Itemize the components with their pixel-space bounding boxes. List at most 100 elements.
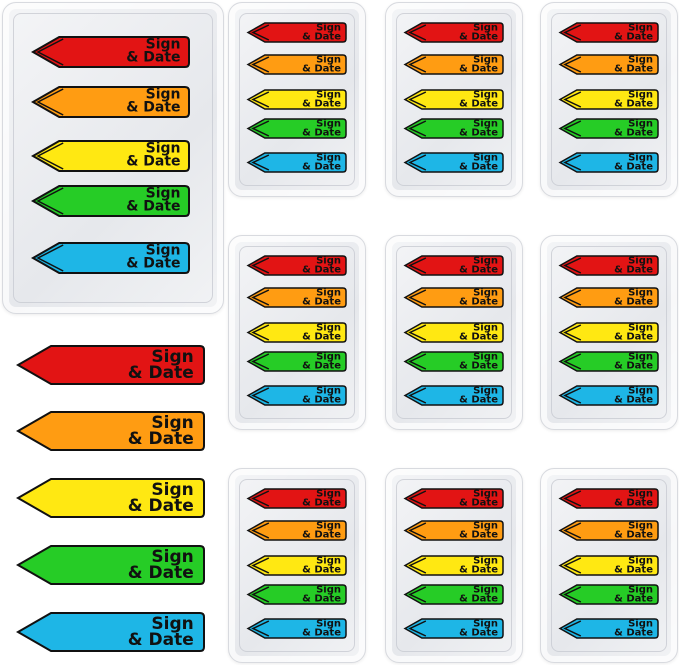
- flag-label: Sign & Date: [126, 187, 180, 215]
- flag-label-line1: Sign: [151, 546, 194, 567]
- flag-label: Sign & Date: [302, 619, 341, 638]
- flag-label-line2: & Date: [459, 360, 498, 372]
- flag-arrow-shape: [30, 185, 190, 217]
- flag-label-line2: & Date: [126, 154, 181, 170]
- flag-arrow-shape: [30, 86, 190, 118]
- sign-date-flag-yellow: Sign & Date: [558, 555, 659, 576]
- flag-label: Sign & Date: [128, 412, 194, 447]
- flag-arrow-shape: [558, 351, 659, 372]
- sign-date-flag-yellow: Sign & Date: [246, 89, 347, 110]
- flag-label: Sign & Date: [459, 288, 498, 307]
- sign-date-flag-red: Sign & Date: [403, 22, 504, 43]
- flag-label-line2: & Date: [614, 360, 653, 372]
- flag-label-line1: Sign: [628, 488, 653, 499]
- flag-label-line1: Sign: [316, 287, 341, 298]
- flag-label-line1: Sign: [316, 152, 341, 163]
- flag-label-line2: & Date: [614, 564, 653, 576]
- flag-label-line1: Sign: [473, 555, 498, 566]
- flag-arrow-shape: [246, 152, 347, 173]
- flag-label: Sign & Date: [459, 23, 498, 42]
- flag-label-line1: Sign: [628, 584, 653, 595]
- flag-label: Sign & Date: [459, 585, 498, 604]
- flag-arrow-shape: [246, 287, 347, 308]
- flag-label: Sign & Date: [127, 479, 194, 516]
- flag-label-line1: Sign: [628, 152, 653, 163]
- flag-label-line2: & Date: [459, 161, 498, 173]
- flag-arrow-shape: [558, 118, 659, 139]
- flag-label: Sign & Date: [614, 153, 653, 172]
- flag-label-line2: & Date: [614, 296, 653, 308]
- flag-label-line2: & Date: [459, 296, 498, 308]
- flag-label-line1: Sign: [628, 618, 653, 629]
- flag-arrow-shape: [15, 612, 205, 652]
- flag-label-line1: Sign: [473, 152, 498, 163]
- sign-date-flag-orange: Sign & Date: [30, 86, 190, 118]
- flag-label-line2: & Date: [126, 256, 181, 272]
- flag-label: Sign & Date: [614, 23, 653, 42]
- flag-label-line1: Sign: [316, 54, 341, 65]
- sign-date-flag-green: Sign & Date: [15, 545, 205, 585]
- flag-label: Sign & Date: [459, 619, 498, 638]
- flag-label: Sign & Date: [302, 23, 341, 42]
- flag-label-line1: Sign: [316, 118, 341, 129]
- flag-arrow-shape: [30, 140, 190, 172]
- sign-date-flag-yellow: Sign & Date: [246, 322, 347, 343]
- flag-label-line2: & Date: [302, 593, 341, 605]
- sign-date-flag-red: Sign & Date: [558, 488, 659, 509]
- flag-label-line2: & Date: [459, 394, 498, 406]
- sign-date-flag-green: Sign & Date: [403, 584, 504, 605]
- sign-date-flag-yellow: Sign & Date: [403, 555, 504, 576]
- flag-label: Sign & Date: [302, 288, 341, 307]
- flag-arrow-shape: [558, 385, 659, 406]
- sign-date-flag-blue: Sign & Date: [403, 152, 504, 173]
- flag-label: Sign & Date: [459, 521, 498, 540]
- sign-date-flag-blue: Sign & Date: [246, 618, 347, 639]
- flag-label-line1: Sign: [151, 479, 194, 500]
- flag-arrow-shape: [15, 411, 205, 451]
- flag-arrow-shape: [15, 345, 205, 385]
- flag-arrow-shape: [403, 322, 504, 343]
- flag-arrow-shape: [246, 118, 347, 139]
- flag-label: Sign & Date: [459, 556, 498, 575]
- flag-label: Sign & Date: [614, 288, 653, 307]
- flag-arrow-shape: [403, 618, 504, 639]
- flag-label: Sign & Date: [614, 55, 653, 74]
- flag-arrow-shape: [558, 618, 659, 639]
- sign-date-flag-green: Sign & Date: [246, 351, 347, 372]
- flag-label-line1: Sign: [316, 385, 341, 396]
- flag-label: Sign & Date: [614, 489, 653, 508]
- flag-label-line1: Sign: [145, 86, 181, 103]
- flag-label-line2: & Date: [459, 564, 498, 576]
- flag-label-line2: & Date: [302, 161, 341, 173]
- flag-label-line2: & Date: [459, 264, 498, 276]
- flag-arrow-shape: [558, 22, 659, 43]
- flag-label-line2: & Date: [127, 496, 194, 516]
- flag-label-line1: Sign: [473, 351, 498, 362]
- sign-date-flag-red: Sign & Date: [15, 345, 205, 385]
- flag-label-line1: Sign: [145, 140, 181, 157]
- flag-arrow-shape: [246, 89, 347, 110]
- sign-date-flag-orange: Sign & Date: [246, 520, 347, 541]
- flag-arrow-shape: [246, 555, 347, 576]
- flag-label: Sign & Date: [614, 119, 653, 138]
- flag-label: Sign & Date: [302, 55, 341, 74]
- flag-label-line2: & Date: [614, 331, 653, 343]
- flag-label: Sign & Date: [302, 256, 341, 275]
- flag-arrow-shape: [558, 520, 659, 541]
- flag-arrow-shape: [403, 118, 504, 139]
- flag-label-line2: & Date: [126, 100, 181, 116]
- sign-date-flag-red: Sign & Date: [246, 255, 347, 276]
- flag-label-line1: Sign: [151, 412, 194, 433]
- flag-label-line1: Sign: [473, 385, 498, 396]
- flag-label: Sign & Date: [614, 90, 653, 109]
- flag-label: Sign & Date: [128, 348, 194, 381]
- flag-label-line2: & Date: [459, 593, 498, 605]
- flag-label-line1: Sign: [628, 520, 653, 531]
- flag-label: Sign & Date: [126, 38, 180, 66]
- flag-label-line1: Sign: [473, 618, 498, 629]
- flag-arrow-shape: [30, 242, 190, 274]
- sign-date-flag-green: Sign & Date: [558, 351, 659, 372]
- flag-arrow-shape: [558, 555, 659, 576]
- flag-label-line2: & Date: [459, 31, 498, 43]
- flag-label: Sign & Date: [614, 556, 653, 575]
